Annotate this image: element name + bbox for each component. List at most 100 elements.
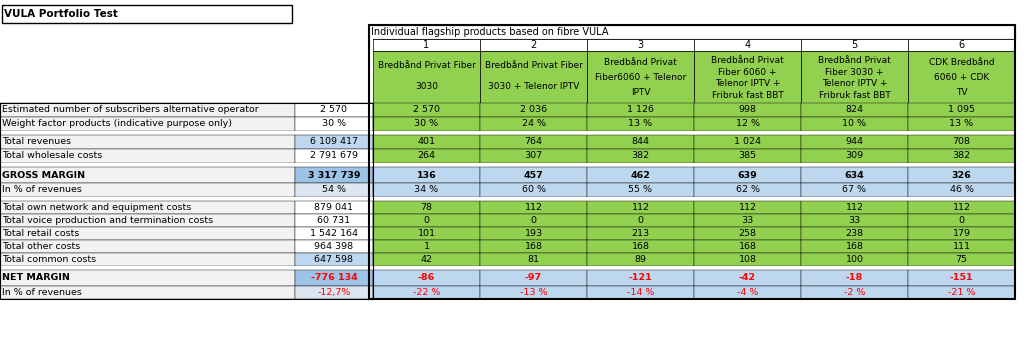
Bar bbox=[2, 5, 292, 23]
Bar bbox=[694, 117, 801, 131]
Bar bbox=[587, 214, 694, 227]
Bar bbox=[373, 266, 480, 270]
Bar bbox=[480, 167, 587, 183]
Text: -13 %: -13 % bbox=[520, 288, 547, 297]
Bar bbox=[0, 135, 295, 149]
Text: 62 %: 62 % bbox=[735, 186, 760, 195]
Text: 879 041: 879 041 bbox=[314, 203, 353, 212]
Bar bbox=[373, 183, 480, 197]
Text: -86: -86 bbox=[418, 274, 435, 283]
Bar bbox=[0, 163, 295, 167]
Bar bbox=[480, 214, 587, 227]
Bar bbox=[0, 103, 373, 299]
Text: 3030: 3030 bbox=[415, 82, 438, 91]
Text: Bredbånd Privat: Bredbånd Privat bbox=[711, 56, 784, 65]
Bar bbox=[908, 51, 1015, 103]
Bar bbox=[480, 135, 587, 149]
Bar bbox=[0, 270, 295, 286]
Bar bbox=[0, 25, 373, 103]
Text: 179: 179 bbox=[952, 229, 971, 238]
Bar bbox=[801, 39, 908, 51]
Text: -18: -18 bbox=[846, 274, 863, 283]
Bar bbox=[480, 266, 587, 270]
Text: 2 791 679: 2 791 679 bbox=[310, 151, 358, 160]
Text: -22 %: -22 % bbox=[413, 288, 440, 297]
Bar bbox=[480, 117, 587, 131]
Text: 24 %: 24 % bbox=[521, 120, 546, 129]
Bar bbox=[0, 131, 295, 135]
Text: 193: 193 bbox=[524, 229, 543, 238]
Bar bbox=[373, 227, 480, 240]
Text: CDK Bredbånd: CDK Bredbånd bbox=[929, 58, 994, 67]
Text: 0: 0 bbox=[424, 216, 429, 225]
Bar bbox=[0, 266, 295, 270]
Bar bbox=[587, 135, 694, 149]
Text: 0: 0 bbox=[638, 216, 643, 225]
Text: -4 %: -4 % bbox=[737, 288, 758, 297]
Bar bbox=[295, 240, 373, 253]
Bar bbox=[587, 163, 694, 167]
Bar bbox=[908, 39, 1015, 51]
Text: 12 %: 12 % bbox=[735, 120, 760, 129]
Text: 54 %: 54 % bbox=[322, 186, 346, 195]
Text: 309: 309 bbox=[846, 151, 863, 160]
Bar bbox=[801, 103, 908, 117]
Text: In % of revenues: In % of revenues bbox=[2, 288, 82, 297]
Bar bbox=[587, 201, 694, 214]
Text: 112: 112 bbox=[524, 203, 543, 212]
Text: IPTV: IPTV bbox=[631, 88, 650, 97]
Text: Fribruk fast BBT: Fribruk fast BBT bbox=[818, 91, 891, 100]
Text: 60 %: 60 % bbox=[521, 186, 546, 195]
Text: 30 %: 30 % bbox=[415, 120, 438, 129]
Text: 382: 382 bbox=[632, 151, 649, 160]
Bar bbox=[587, 266, 694, 270]
Text: 33: 33 bbox=[741, 216, 754, 225]
Bar bbox=[480, 286, 587, 299]
Bar bbox=[373, 253, 480, 266]
Bar bbox=[908, 214, 1015, 227]
Text: Telenor IPTV +: Telenor IPTV + bbox=[821, 79, 887, 88]
Bar bbox=[0, 117, 295, 131]
Text: 258: 258 bbox=[738, 229, 757, 238]
Bar bbox=[908, 131, 1015, 135]
Text: Fiber6060 + Telenor: Fiber6060 + Telenor bbox=[595, 73, 686, 82]
Text: 60 731: 60 731 bbox=[317, 216, 350, 225]
Bar bbox=[694, 149, 801, 163]
Text: Estimated number of subscribers alternative operator: Estimated number of subscribers alternat… bbox=[2, 106, 259, 115]
Text: 6: 6 bbox=[958, 40, 965, 50]
Bar bbox=[295, 135, 373, 149]
Bar bbox=[480, 197, 587, 201]
Bar bbox=[373, 103, 480, 117]
Bar bbox=[587, 117, 694, 131]
Bar bbox=[295, 117, 373, 131]
Bar bbox=[0, 197, 295, 201]
Bar bbox=[480, 201, 587, 214]
Text: 238: 238 bbox=[846, 229, 863, 238]
Bar bbox=[0, 227, 295, 240]
Bar bbox=[480, 51, 587, 103]
Bar bbox=[0, 149, 295, 163]
Text: -12,7%: -12,7% bbox=[317, 288, 350, 297]
Text: 0: 0 bbox=[958, 216, 965, 225]
Text: 213: 213 bbox=[632, 229, 649, 238]
Bar bbox=[908, 197, 1015, 201]
Bar bbox=[694, 183, 801, 197]
Text: 78: 78 bbox=[421, 203, 432, 212]
Text: 1 126: 1 126 bbox=[627, 106, 654, 115]
Bar bbox=[295, 227, 373, 240]
Bar bbox=[587, 103, 694, 117]
Text: 168: 168 bbox=[632, 242, 649, 251]
Bar bbox=[480, 103, 587, 117]
Text: Bredbånd Privat: Bredbånd Privat bbox=[818, 56, 891, 65]
Bar bbox=[0, 286, 295, 299]
Text: Total retail costs: Total retail costs bbox=[2, 229, 80, 238]
Bar bbox=[480, 270, 587, 286]
Bar bbox=[694, 201, 801, 214]
Text: -776 134: -776 134 bbox=[310, 274, 357, 283]
Bar bbox=[0, 240, 295, 253]
Text: 2 570: 2 570 bbox=[413, 106, 440, 115]
Text: 1: 1 bbox=[424, 40, 429, 50]
Bar bbox=[908, 167, 1015, 183]
Text: 6060 + CDK: 6060 + CDK bbox=[934, 73, 989, 82]
Bar bbox=[587, 253, 694, 266]
